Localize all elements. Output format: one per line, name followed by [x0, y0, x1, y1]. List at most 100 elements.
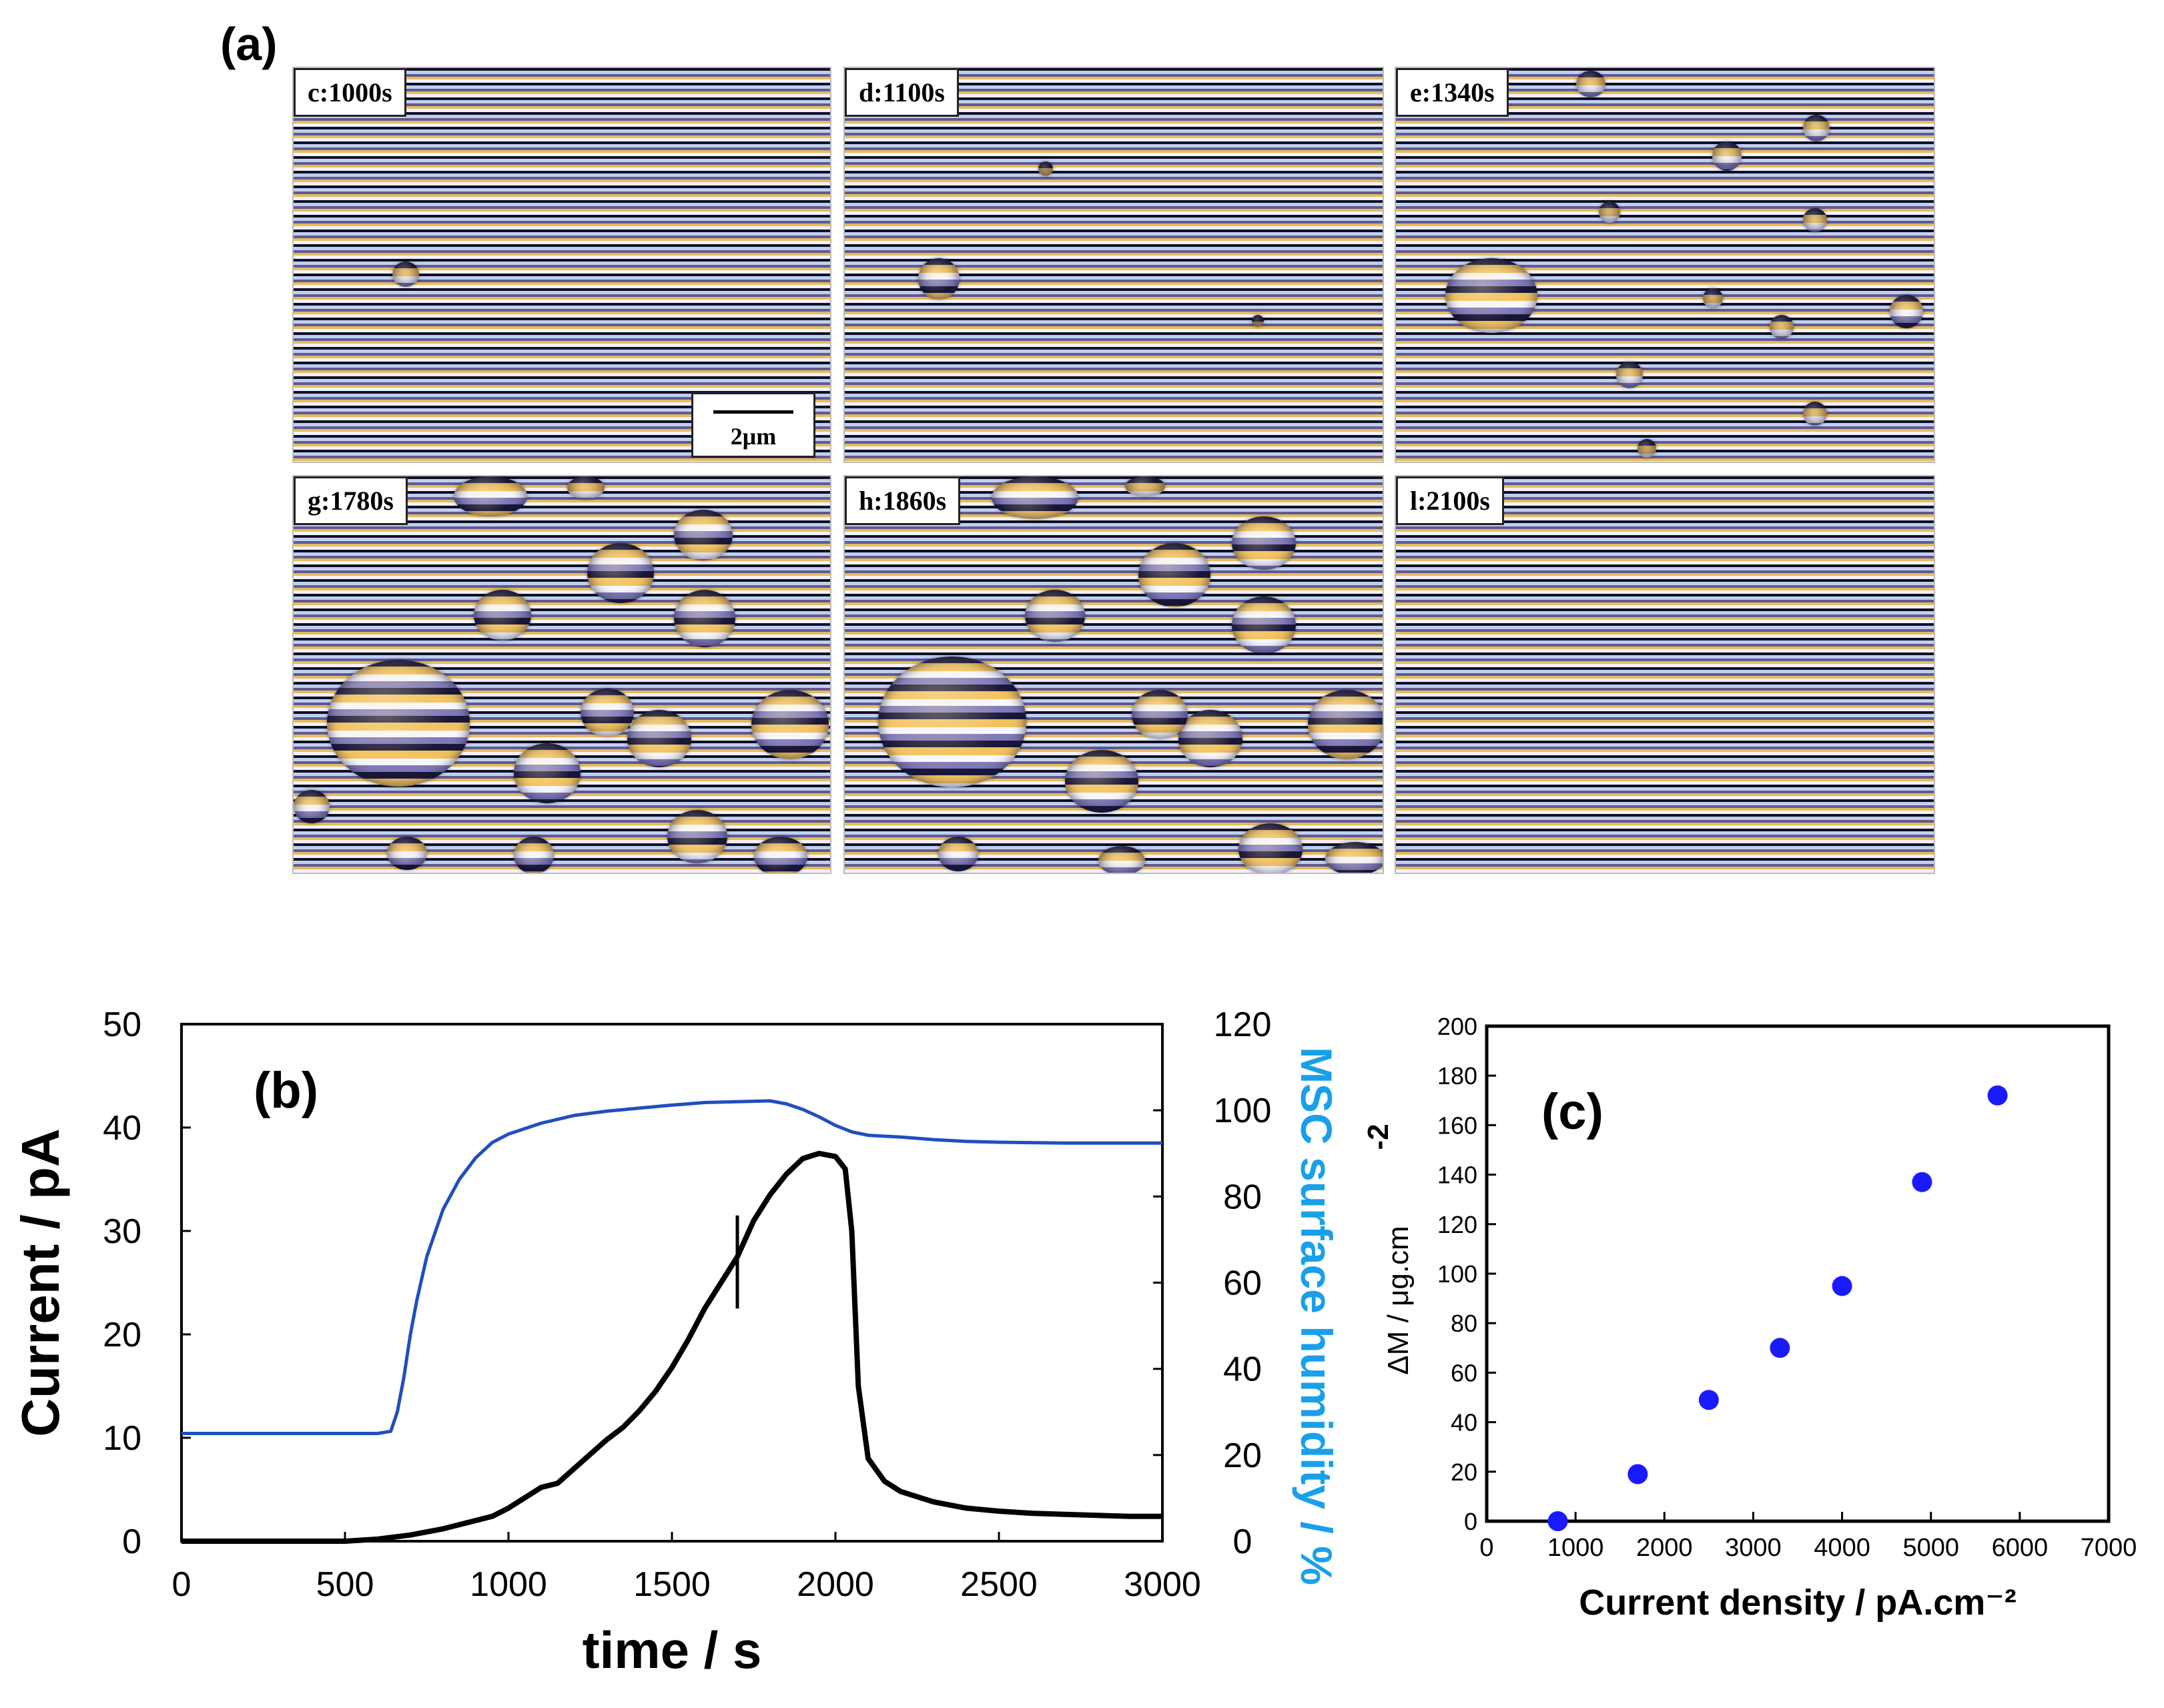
y-tick-label: 120	[1437, 1211, 1477, 1238]
droplet	[1132, 690, 1188, 739]
droplet	[1703, 288, 1723, 308]
droplet	[294, 790, 330, 823]
droplet	[474, 590, 531, 640]
y-axis-label-superscript: -2	[1362, 1124, 1395, 1150]
droplet	[1638, 439, 1656, 458]
droplet	[1890, 295, 1923, 328]
micrograph-label: g:1780s	[294, 476, 408, 525]
y-tick-label: 0	[122, 1523, 141, 1561]
y-tick-label: 160	[1437, 1112, 1477, 1139]
y-axis-label: ΔM / μg.cm	[1382, 1226, 1415, 1374]
micrograph-label: h:1860s	[845, 476, 961, 525]
x-tick-label: 6000	[1992, 1534, 2049, 1562]
droplet	[1576, 71, 1605, 97]
current-line	[182, 1150, 1162, 1544]
droplet	[1308, 690, 1383, 759]
scale-bar-line	[713, 410, 793, 414]
droplet	[1803, 208, 1827, 232]
y-tick-label: 140	[1437, 1162, 1477, 1189]
x-tick-label: 1000	[470, 1565, 547, 1604]
x-tick-label: 0	[172, 1565, 192, 1604]
droplet	[938, 837, 978, 871]
micrograph-h: h:1860s	[843, 475, 1384, 874]
droplet	[674, 510, 733, 560]
y-tick-label: 0	[1464, 1508, 1477, 1535]
y2-tick-label: 120	[1214, 1005, 1272, 1044]
chart-b: 0 500 1000 1500 2000 2500 30000102030405002040…	[11, 1005, 1341, 1679]
y-tick-label: 200	[1437, 1013, 1477, 1040]
micrograph-c: c:1000s 2μm	[292, 67, 831, 463]
droplet	[1138, 543, 1210, 607]
y2-tick-label: 0	[1233, 1523, 1252, 1561]
droplet	[1038, 161, 1053, 176]
y2-tick-label: 20	[1223, 1436, 1262, 1475]
micrograph-label: l:2100s	[1396, 476, 1504, 525]
droplet	[1232, 516, 1296, 570]
micrograph-l: l:2100s	[1395, 475, 1935, 874]
droplet	[1098, 846, 1145, 873]
droplet	[674, 590, 735, 647]
x-tick-label: 2500	[960, 1565, 1038, 1604]
x-tick-label: 1500	[633, 1565, 711, 1604]
droplet	[1232, 596, 1296, 654]
x-tick-label: 4000	[1814, 1534, 1870, 1562]
x-tick-label: 7000	[2081, 1534, 2137, 1562]
micrograph-label: e:1340s	[1396, 68, 1509, 117]
y2-tick-label: 40	[1223, 1350, 1262, 1389]
droplet	[1599, 201, 1620, 223]
y-tick-label: 40	[103, 1109, 141, 1148]
micrograph-label: d:1100s	[845, 68, 959, 117]
scale-bar-label: 2μm	[730, 423, 777, 450]
droplet	[567, 476, 605, 499]
droplet	[1803, 115, 1830, 141]
droplet	[392, 262, 419, 287]
droplet	[667, 810, 727, 863]
droplet	[587, 543, 654, 603]
humidity-line	[182, 1099, 1162, 1435]
y2-tick-label: 100	[1214, 1092, 1272, 1130]
droplet	[1770, 315, 1794, 339]
droplet	[1616, 362, 1643, 388]
x-tick-label: 0	[1479, 1534, 1493, 1562]
droplet	[581, 689, 634, 737]
micrograph-d: d:1100s	[843, 67, 1384, 463]
droplet	[1025, 590, 1085, 642]
x-tick-label: 2000	[1636, 1534, 1693, 1562]
y-axis-label: Current / pA	[11, 1128, 70, 1436]
droplet	[751, 690, 829, 759]
y-tick-label: 30	[103, 1212, 141, 1251]
panel-b-label: (b)	[254, 1062, 318, 1119]
x-tick-label: 1000	[1547, 1534, 1604, 1562]
x-tick-label: 3000	[1725, 1534, 1782, 1562]
micrograph-e: e:1340s	[1395, 67, 1935, 463]
data-point	[1547, 1511, 1568, 1531]
droplet	[1712, 141, 1742, 171]
droplet	[387, 837, 427, 870]
droplet	[514, 837, 554, 873]
x-tick-label: 3000	[1124, 1565, 1201, 1604]
x-axis-label: time / s	[583, 1621, 762, 1679]
data-point	[1987, 1085, 2008, 1106]
data-point	[1698, 1390, 1719, 1410]
droplet	[1178, 710, 1242, 767]
droplet	[327, 660, 470, 787]
data-point	[1770, 1338, 1790, 1358]
y2-tick-label: 80	[1223, 1178, 1262, 1216]
panel-a-label: (a)	[220, 18, 278, 70]
y-tick-label: 180	[1437, 1062, 1477, 1090]
droplet	[1238, 823, 1303, 873]
x-axis-label: Current density / pA.cm⁻²	[1579, 1583, 2017, 1623]
y-tick-label: 100	[1437, 1260, 1477, 1288]
data-point	[1832, 1276, 1852, 1296]
y-tick-label: 80	[1451, 1310, 1477, 1337]
panel-c-label: (c)	[1541, 1084, 1603, 1140]
data-point	[1628, 1464, 1648, 1484]
x-tick-label: 5000	[1902, 1534, 1959, 1562]
droplet	[1065, 750, 1138, 813]
droplet	[454, 476, 527, 516]
y-tick-label: 10	[103, 1419, 141, 1458]
droplet	[878, 657, 1026, 787]
scale-bar: 2μm	[691, 392, 815, 458]
plot-frame	[180, 1023, 1164, 1543]
